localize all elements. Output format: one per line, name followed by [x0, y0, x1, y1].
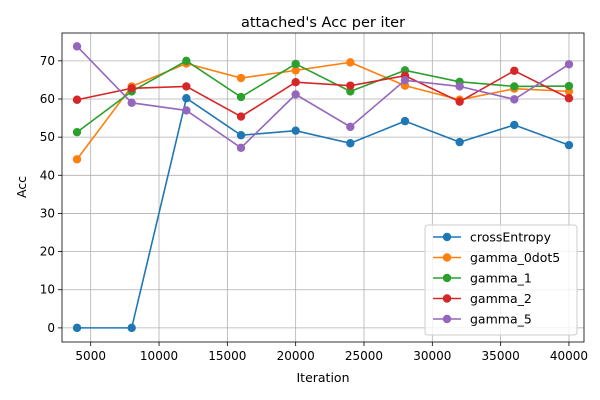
- legend-item: crossEntropy: [433, 230, 552, 245]
- legend-item: gamma_0dot5: [433, 250, 560, 265]
- legend-item: gamma_2: [433, 291, 532, 306]
- data-point: [400, 76, 410, 85]
- y-tick-label: 50: [40, 130, 55, 144]
- x-tick-label: 40000: [550, 349, 588, 363]
- x-tick-label: 25000: [345, 349, 383, 363]
- y-axis-label: Acc: [14, 176, 29, 198]
- data-point: [72, 155, 82, 164]
- data-point: [72, 323, 82, 333]
- series-line: [76, 45, 570, 149]
- legend-swatch-marker: [442, 253, 452, 262]
- y-tick-label: 70: [40, 54, 55, 68]
- series-gamma_1: [72, 56, 574, 137]
- data-point: [127, 323, 136, 333]
- series-lines: [72, 42, 574, 333]
- legend: crossEntropy gamma_0dot5 gamma_1 gamma_2gam…: [424, 224, 578, 336]
- data-point: [400, 116, 410, 126]
- data-point: [182, 94, 191, 103]
- legend-label: gamma_2: [470, 291, 532, 306]
- data-point: [182, 106, 191, 115]
- data-point: [127, 98, 136, 108]
- legend-label: gamma_5: [470, 312, 532, 327]
- data-point: [291, 90, 300, 99]
- data-point: [236, 73, 246, 83]
- data-point: [182, 82, 191, 91]
- data-point: [72, 127, 82, 137]
- data-point: [564, 60, 574, 69]
- x-tick-label: 30000: [413, 349, 451, 363]
- x-axis-label: Iteration: [296, 370, 349, 385]
- series-line: [76, 59, 569, 133]
- data-point: [127, 84, 136, 93]
- legend-label: crossEntropy: [470, 230, 552, 245]
- data-point: [510, 82, 519, 91]
- data-point: [455, 97, 464, 106]
- data-point: [236, 112, 246, 121]
- data-point: [564, 140, 574, 150]
- x-tick-label: 15000: [208, 349, 246, 363]
- data-point: [236, 92, 246, 102]
- legend-box: [424, 224, 578, 336]
- data-point: [182, 56, 191, 66]
- x-tick-label: 35000: [482, 349, 520, 363]
- data-point: [346, 81, 355, 90]
- data-point: [455, 137, 464, 147]
- y-tick-label: 40: [40, 168, 55, 182]
- y-tick-label: 30: [40, 206, 55, 220]
- data-point: [346, 122, 355, 132]
- chart-title: attached's Acc per iter: [241, 15, 405, 31]
- x-tick-label: 10000: [140, 349, 178, 363]
- series-line: [77, 96, 570, 329]
- x-tick-label: 5000: [75, 349, 106, 363]
- data-point: [291, 59, 300, 69]
- axis-ticks: 5000 10000 15000 20000 25000 30000 35000 40000 0…: [40, 54, 588, 363]
- data-point: [510, 95, 519, 104]
- data-point: [346, 139, 355, 148]
- series-gamma_2: [72, 66, 574, 121]
- legend-swatch-marker: [442, 232, 452, 242]
- y-tick-label: 0: [47, 321, 55, 335]
- legend-label: gamma_0dot5: [470, 250, 560, 265]
- data-point: [510, 120, 519, 130]
- series-gamma_5: [72, 42, 574, 153]
- data-point: [291, 66, 300, 75]
- legend-swatch-marker: [442, 294, 452, 303]
- data-point: [564, 94, 574, 103]
- legend-label: gamma_1: [470, 271, 532, 286]
- data-point: [72, 95, 82, 104]
- data-point: [72, 42, 82, 51]
- data-point: [346, 58, 355, 67]
- data-point: [236, 143, 246, 153]
- data-point: [455, 82, 464, 91]
- legend-item: gamma_1: [433, 271, 532, 286]
- data-point: [510, 66, 519, 75]
- series-line: [76, 69, 570, 118]
- data-point: [291, 78, 300, 87]
- legend-item: gamma_5: [433, 312, 532, 327]
- data-point: [236, 131, 246, 140]
- x-tick-label: 20000: [277, 349, 315, 363]
- legend-swatch-marker: [442, 273, 452, 283]
- data-point: [564, 81, 574, 91]
- series-crossEntropy: [72, 94, 574, 333]
- y-tick-label: 20: [40, 245, 55, 259]
- series-line: [76, 61, 570, 160]
- plot-frame: [61, 32, 585, 343]
- legend-swatch-marker: [442, 314, 452, 324]
- data-point: [291, 126, 300, 135]
- y-tick-label: 60: [40, 92, 55, 106]
- y-tick-label: 10: [40, 283, 55, 297]
